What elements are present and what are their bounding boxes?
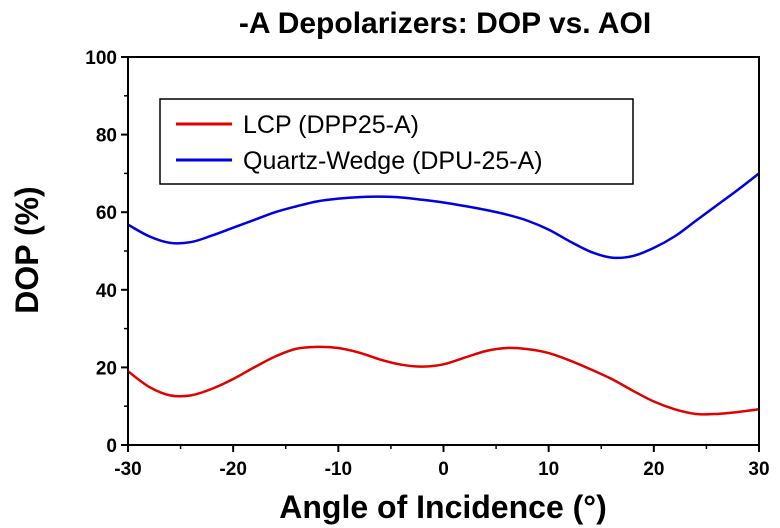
legend-label-quartz-wedge: Quartz-Wedge (DPU-25-A) [243, 147, 543, 175]
plot-frame [127, 56, 760, 446]
y-tick-label: 60 [96, 203, 117, 224]
chart-title: -A Depolarizers: DOP vs. AOI [239, 7, 651, 40]
x-tick-label: 10 [538, 459, 559, 480]
x-tick-label: 20 [643, 459, 664, 480]
series-lines [127, 172, 760, 416]
x-tick-label: -10 [325, 459, 352, 480]
tick-labels: -30 -20 -10 0 10 20 30 0 20 40 60 80 100 [85, 48, 769, 480]
y-tick-label: 40 [96, 281, 117, 302]
y-axis-label: DOP (%) [9, 186, 45, 313]
y-tick-label: 0 [106, 436, 117, 457]
y-tick-label: 20 [96, 358, 117, 379]
y-tick-label: 80 [96, 126, 117, 147]
x-tick-label: -30 [114, 459, 141, 480]
legend-box [159, 98, 634, 185]
x-tick-label: -20 [219, 459, 246, 480]
series-line-quartz-wedge [127, 172, 760, 260]
y-tick-label: 100 [85, 48, 117, 69]
legend-label-lcp: LCP (DPP25-A) [243, 111, 419, 139]
series-line-lcp [127, 345, 760, 416]
x-tick-label: 30 [748, 459, 769, 480]
x-tick-label: 0 [438, 459, 449, 480]
legend: LCP (DPP25-A) Quartz-Wedge (DPU-25-A) [159, 98, 634, 185]
x-axis-label: Angle of Incidence (°) [279, 489, 606, 525]
